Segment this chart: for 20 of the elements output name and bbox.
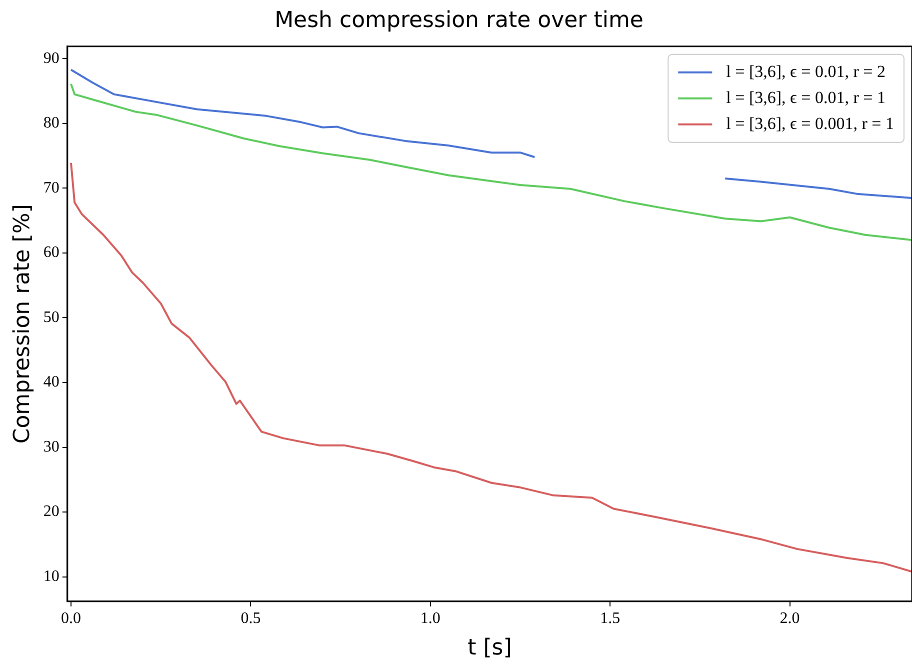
y-tick-label: 40 [43, 374, 60, 391]
y-tick-label: 20 [43, 503, 60, 520]
legend-label: l = [3,6], ϵ = 0.01, r = 1 [726, 88, 886, 107]
chart-title: Mesh compression rate over time [274, 8, 644, 33]
x-tick-label: 0.5 [240, 610, 261, 628]
y-tick-label: 30 [43, 438, 60, 456]
x-tick-label: 1.0 [420, 610, 440, 628]
y-tick-label: 10 [43, 568, 60, 585]
y-tick-label: 60 [43, 244, 60, 262]
y-tick-label: 80 [43, 114, 60, 132]
y-tick-label: 50 [43, 308, 60, 326]
y-axis-title: Compression rate [%] [10, 204, 35, 444]
y-tick-label: 90 [43, 50, 60, 67]
x-tick-label: 0.0 [60, 610, 81, 628]
legend-label: l = [3,6], ϵ = 0.01, r = 2 [726, 62, 886, 81]
x-axis-title: t [s] [468, 636, 512, 661]
legend-label: l = [3,6], ϵ = 0.001, r = 1 [726, 114, 894, 133]
x-tick-label: 1.5 [600, 610, 620, 628]
y-tick-label: 70 [43, 179, 60, 196]
x-tick-label: 2.0 [780, 610, 800, 628]
